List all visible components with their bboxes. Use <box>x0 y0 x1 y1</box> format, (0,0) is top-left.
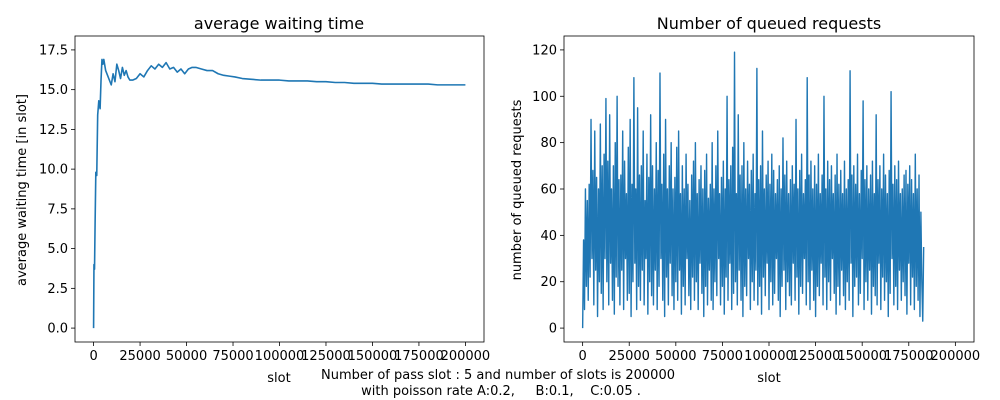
y-axis-label: number of queued requests <box>510 99 525 280</box>
x-tick-label: 125000 <box>301 349 351 364</box>
y-tick-label: 20 <box>540 275 557 290</box>
y-tick-label: 2.5 <box>47 282 68 297</box>
x-tick-label: 50000 <box>655 349 696 364</box>
x-ticks: 0 25000 50000 75000 100000125000150000175000… <box>578 342 980 364</box>
x-axis-label: slot <box>267 371 290 386</box>
y-axis-label: average waiting time [in slot] <box>15 94 30 286</box>
series-line <box>92 58 466 329</box>
y-tick-label: 12.5 <box>39 123 68 138</box>
x-tick-label: 75000 <box>212 349 253 364</box>
x-tick-label: 175000 <box>394 349 444 364</box>
x-tick-label: 25000 <box>609 349 650 364</box>
y-tick-label: 5.0 <box>47 242 68 257</box>
y-tick-label: 7.5 <box>47 202 68 217</box>
x-tick-label: 150000 <box>837 349 887 364</box>
series-line <box>581 51 925 329</box>
y-tick-label: 60 <box>540 183 557 198</box>
plot-frame <box>563 35 975 343</box>
x-tick-label: 100000 <box>255 349 305 364</box>
x-tick-label: 175000 <box>884 349 934 364</box>
annotation-line-1: Number of pass slot : 5 and number of sl… <box>321 368 675 383</box>
x-tick-label: 200000 <box>441 349 491 364</box>
x-tick-label: 0 <box>89 349 97 364</box>
annotation-line-2: with poisson rate A:0.2, B:0.1, C:0.05 . <box>361 384 641 399</box>
y-tick-label: 10.0 <box>39 163 68 178</box>
x-axis-label: slot <box>757 371 780 386</box>
y-tick-label: 0 <box>549 322 557 337</box>
x-tick-label: 75000 <box>702 349 743 364</box>
x-tick-label: 100000 <box>744 349 794 364</box>
y-ticks: 0 20 40 60 80 100 120 <box>532 43 564 337</box>
y-tick-label: 0.0 <box>47 322 68 337</box>
y-tick-label: 40 <box>540 229 557 244</box>
y-tick-label: 120 <box>532 43 557 58</box>
y-ticks: 0.0 2.5 5.0 7.5 10.0 12.5 15.0 17.5 <box>39 43 75 337</box>
y-tick-label: 100 <box>532 90 557 105</box>
queued-requests-chart: Number of queued requests slot number of… <box>510 14 980 386</box>
x-tick-label: 125000 <box>791 349 841 364</box>
y-tick-label: 17.5 <box>39 43 68 58</box>
chart-title: average waiting time <box>194 14 364 33</box>
x-tick-label: 200000 <box>931 349 981 364</box>
x-tick-label: 150000 <box>348 349 398 364</box>
x-tick-label: 25000 <box>119 349 160 364</box>
y-tick-label: 15.0 <box>39 83 68 98</box>
plot-frame <box>74 35 485 343</box>
x-tick-label: 0 <box>578 349 586 364</box>
y-tick-label: 80 <box>540 136 557 151</box>
average-waiting-time-chart: average waiting time slot average waitin… <box>15 14 490 386</box>
chart-title: Number of queued requests <box>657 14 881 33</box>
x-ticks: 0 25000 50000 75000 100000125000150000175000… <box>89 342 490 364</box>
x-tick-label: 50000 <box>166 349 207 364</box>
